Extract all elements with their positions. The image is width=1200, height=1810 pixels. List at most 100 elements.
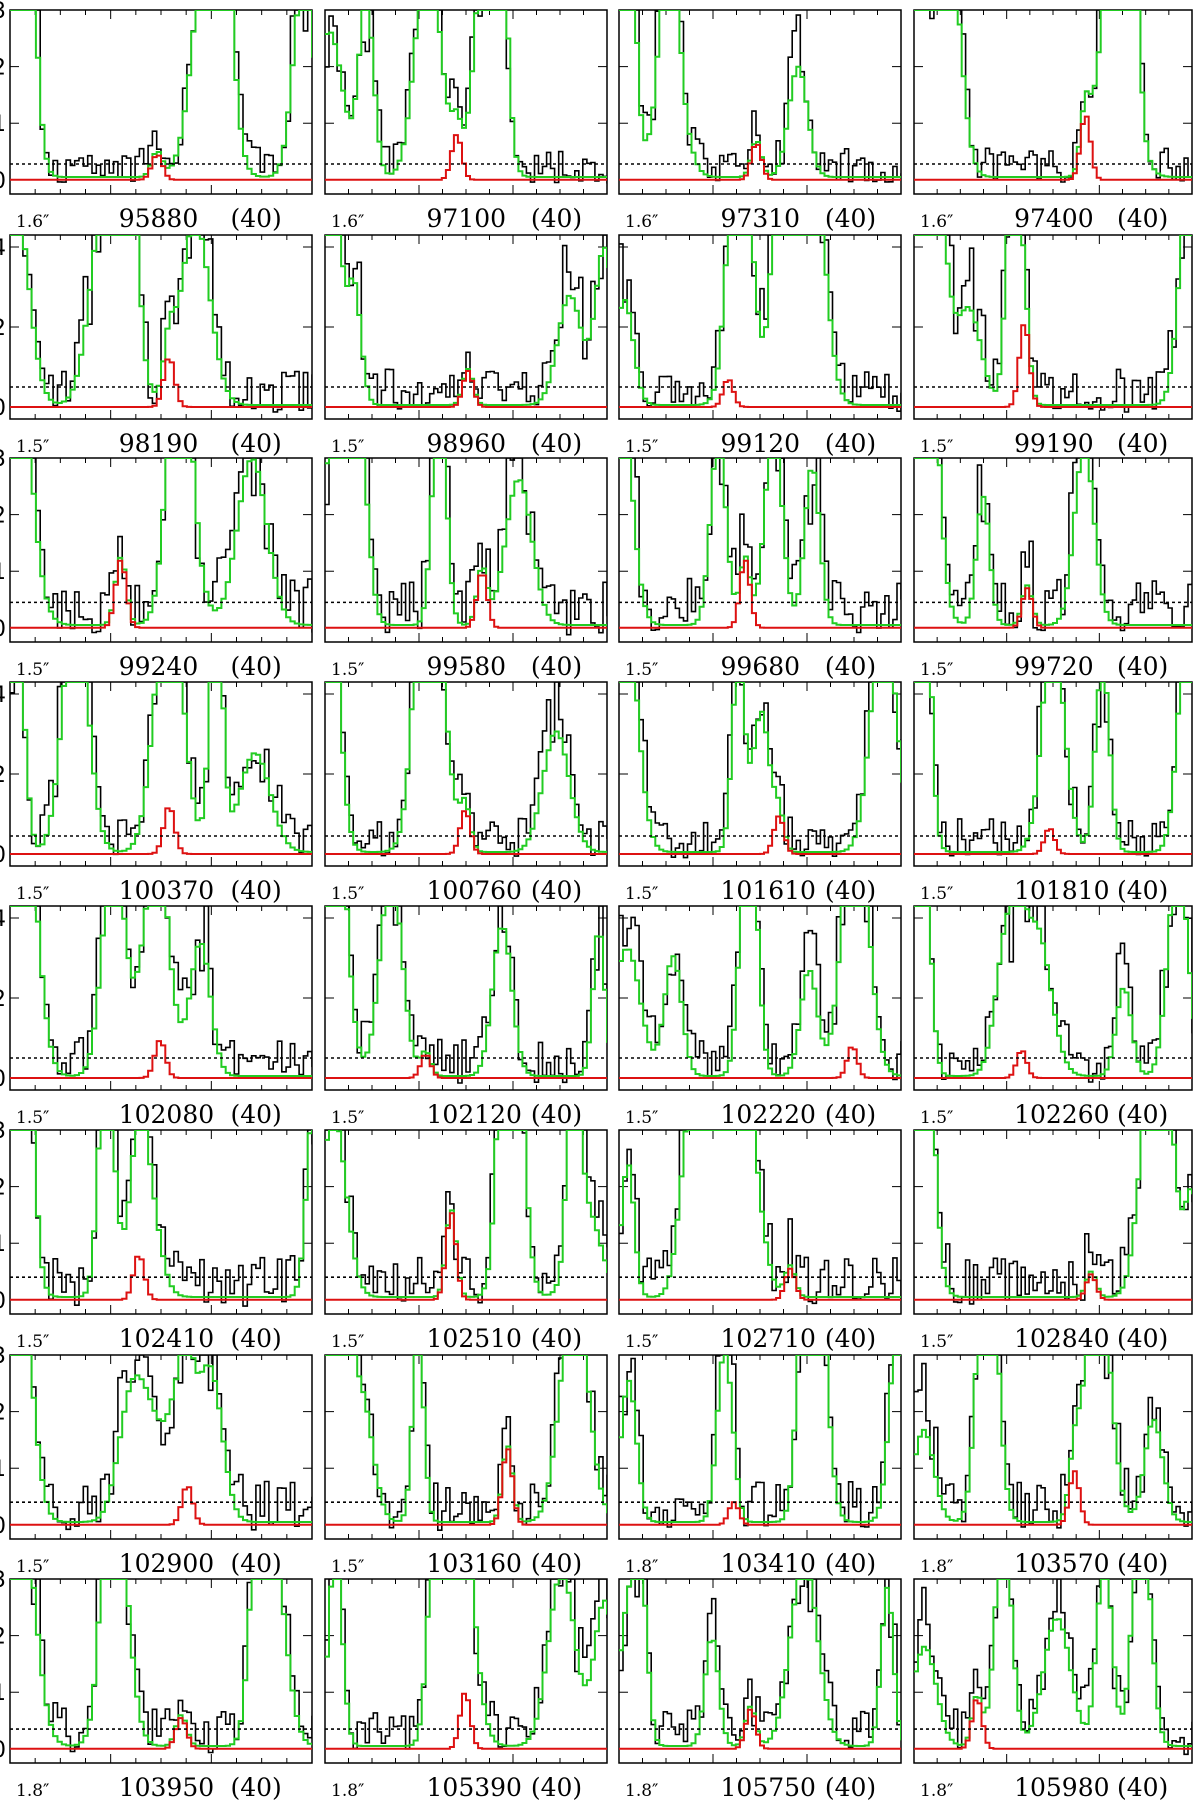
total-model-spectrum: [914, 235, 1192, 406]
panel-99580: 1.5″ 99580 (40): [324, 457, 608, 681]
panel-102220: 1.5″ 102220 (40): [618, 905, 902, 1129]
plot-area: [914, 1579, 1192, 1756]
total-model-spectrum: [10, 1130, 312, 1298]
species-model-spectrum: [619, 143, 901, 181]
plot-area: [10, 906, 312, 1079]
observed-spectrum: [914, 1355, 1192, 1529]
plot-area: [914, 1130, 1192, 1305]
y-tick-label: 2: [0, 1401, 6, 1426]
observed-spectrum: [914, 235, 1192, 413]
y-tick-label: 3: [0, 447, 6, 472]
y-tick-label: 2: [0, 987, 6, 1012]
plot-area: [914, 682, 1192, 857]
frequency-label: 102120: [427, 1100, 522, 1129]
frequency-label: 99720: [1014, 652, 1094, 681]
plot-area: [619, 235, 901, 412]
width-label: (40): [230, 876, 281, 905]
beam-size-label: 1.5″: [920, 1108, 953, 1128]
width-label: (40): [531, 652, 582, 681]
frequency-label: 102840: [1014, 1324, 1109, 1353]
frequency-label: 105390: [427, 1773, 522, 1802]
panel-frame: [618, 9, 902, 195]
frequency-label: 103570: [1014, 1549, 1109, 1578]
frequency-label: 97400: [1014, 204, 1094, 233]
panel-100370: 0 2 4 1.5″ 100370 (40): [0, 681, 313, 905]
width-label: (40): [1117, 652, 1168, 681]
beam-size-label: 1.5″: [920, 437, 953, 457]
panel-97400: 1.6″ 97400 (40): [913, 9, 1193, 233]
width-label: (40): [531, 1324, 582, 1353]
panel-98190: 0 2 4 1.5″ 98190 (40): [0, 234, 313, 458]
panel-102840: 1.5″ 102840 (40): [913, 1129, 1193, 1353]
observed-spectrum: [914, 906, 1192, 1083]
frequency-label: 101810: [1014, 876, 1109, 905]
y-tick-label: 4: [0, 683, 6, 708]
observed-spectrum: [10, 1130, 312, 1307]
y-tick-label: 0: [0, 1067, 6, 1092]
panel-101610: 1.5″ 101610 (40): [618, 681, 902, 905]
beam-size-label: 1.8″: [16, 1781, 49, 1801]
total-model-spectrum: [619, 682, 901, 853]
panel-103160: 1.5″ 103160 (40): [324, 1354, 608, 1578]
total-model-spectrum: [914, 1579, 1192, 1747]
species-model-spectrum: [914, 1273, 1192, 1301]
beam-size-label: 1.5″: [625, 1108, 658, 1128]
observed-spectrum: [914, 1130, 1192, 1305]
width-label: (40): [825, 429, 876, 458]
width-label: (40): [1117, 1324, 1168, 1353]
width-label: (40): [531, 1549, 582, 1578]
beam-size-label: 1.5″: [16, 884, 49, 904]
total-model-spectrum: [619, 1579, 901, 1747]
frequency-label: 99190: [1014, 429, 1094, 458]
frequency-label: 97310: [721, 204, 801, 233]
width-label: (40): [230, 1773, 281, 1802]
y-tick-label: 2: [0, 1176, 6, 1201]
plot-area: [325, 1579, 607, 1750]
panel-frame: [324, 1354, 608, 1540]
species-model-spectrum: [10, 1255, 312, 1301]
width-label: (40): [1117, 876, 1168, 905]
panel-102080: 0 2 4 1.5″ 102080 (40): [0, 905, 313, 1129]
plot-area: [619, 458, 901, 634]
total-model-spectrum: [619, 458, 901, 626]
total-model-spectrum: [914, 906, 1192, 1077]
panel-102410: 0 1 2 3 1.5″ 102410 (40): [0, 1119, 313, 1353]
total-model-spectrum: [325, 1355, 607, 1523]
panel-102120: 1.5″ 102120 (40): [324, 905, 608, 1129]
plot-area: [325, 682, 607, 857]
species-model-spectrum: [619, 1501, 901, 1526]
frequency-label: 99580: [427, 652, 507, 681]
beam-size-label: 1.5″: [920, 660, 953, 680]
observed-spectrum: [325, 906, 607, 1084]
frequency-label: 105980: [1014, 1773, 1109, 1802]
frequency-label: 101610: [721, 876, 816, 905]
plot-area: [325, 1130, 607, 1304]
frequency-label: 95880: [119, 204, 199, 233]
species-model-spectrum: [10, 1486, 312, 1526]
width-label: (40): [1117, 1773, 1168, 1802]
width-label: (40): [531, 876, 582, 905]
width-label: (40): [230, 204, 281, 233]
panel-102900: 0 1 2 3 1.5″ 102900 (40): [0, 1344, 313, 1578]
total-model-spectrum: [914, 10, 1192, 178]
frequency-label: 102220: [721, 1100, 816, 1129]
beam-size-label: 1.8″: [920, 1557, 953, 1577]
width-label: (40): [230, 1324, 281, 1353]
width-label: (40): [1117, 429, 1168, 458]
panel-frame: [324, 681, 608, 867]
width-label: (40): [230, 429, 281, 458]
beam-size-label: 1.5″: [16, 1108, 49, 1128]
frequency-label: 102260: [1014, 1100, 1109, 1129]
panel-frame: [913, 1578, 1193, 1764]
total-model-spectrum: [619, 235, 901, 406]
panel-103950: 0 1 2 3 1.8″ 103950 (40): [0, 1568, 313, 1802]
width-label: (40): [531, 1100, 582, 1129]
width-label: (40): [531, 1773, 582, 1802]
species-model-spectrum: [325, 134, 607, 181]
frequency-label: 102710: [721, 1324, 816, 1353]
panel-101810: 1.5″ 101810 (40): [913, 681, 1193, 905]
species-model-spectrum: [325, 1448, 607, 1526]
beam-size-label: 1.5″: [331, 1332, 364, 1352]
plot-area: [10, 1355, 312, 1531]
plot-area: [914, 906, 1192, 1083]
